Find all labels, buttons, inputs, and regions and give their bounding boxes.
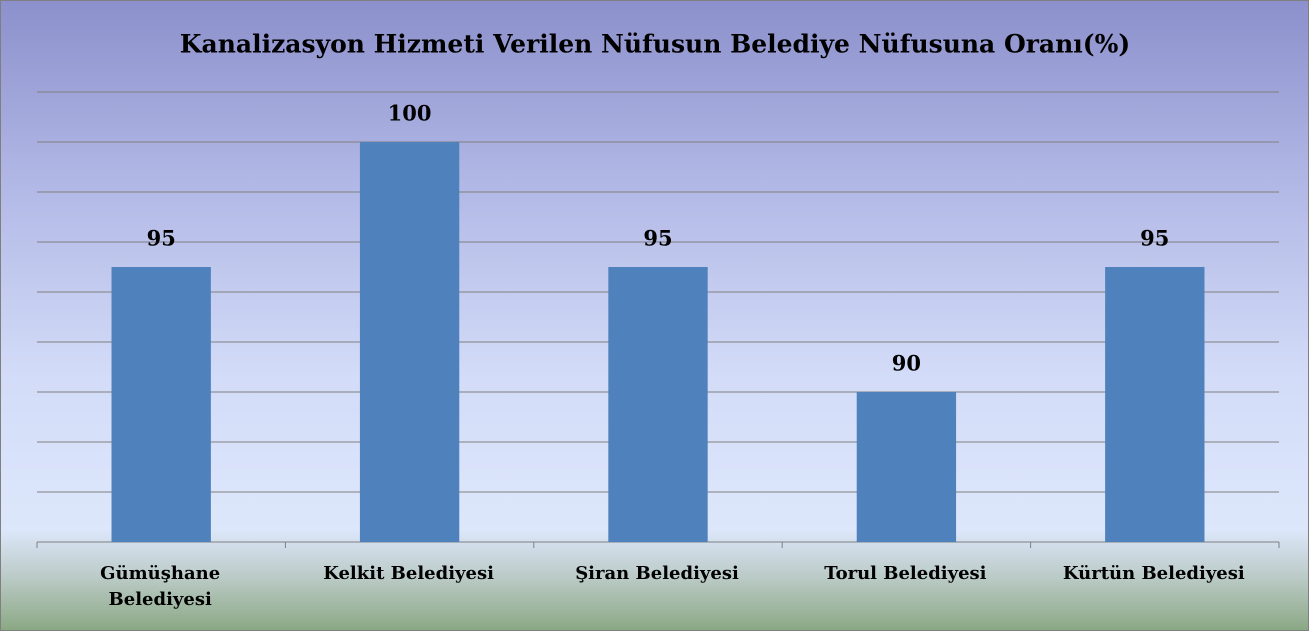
x-tick-label: Kelkit Belediyesi bbox=[323, 563, 494, 584]
data-label: 100 bbox=[388, 101, 432, 126]
data-label: 90 bbox=[892, 351, 921, 376]
bar bbox=[111, 267, 211, 542]
chart-title: Kanalizasyon Hizmeti Verilen Nüfusun Bel… bbox=[180, 30, 1130, 59]
bar bbox=[608, 267, 708, 542]
data-label: 95 bbox=[1140, 226, 1169, 251]
x-tick-label: Şiran Belediyesi bbox=[575, 563, 739, 584]
bar bbox=[359, 142, 460, 542]
data-label: 95 bbox=[147, 226, 176, 251]
x-tick-label: Kürtün Belediyesi bbox=[1062, 563, 1245, 584]
bar bbox=[1105, 267, 1205, 542]
x-tick-label: Gümüşhane Belediyesi bbox=[100, 563, 221, 610]
bar bbox=[856, 392, 957, 542]
x-tick-label: Torul Belediyesi bbox=[824, 563, 987, 584]
data-label: 95 bbox=[643, 226, 672, 251]
